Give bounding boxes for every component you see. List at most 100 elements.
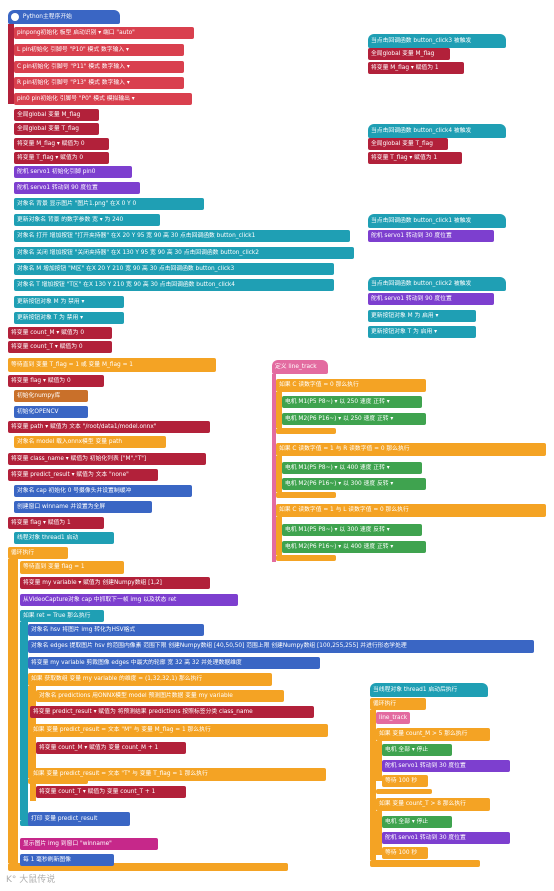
wait-until-flag-block[interactable]: 等待直到 变量 flag = 1 xyxy=(20,561,124,574)
define-line-track-hat[interactable]: 定义 line_track xyxy=(272,360,328,374)
add-open-button-block[interactable]: 对象名 打开 增加按钮 "打开夹持器" 在X 20 Y 95 宽 90 高 30… xyxy=(14,230,350,242)
block-label: 等待直到 变量 T_flag = 1 或 变量 M_flag = 1 xyxy=(11,362,133,368)
set-m-flag-block[interactable]: 将变量 M_flag ▾ 赋值为 0 xyxy=(14,138,109,150)
servo-rotate-90-block[interactable]: 舵机 servo1 转动到 90 度位置 xyxy=(368,293,494,305)
wait-100-block[interactable]: 等待 100 秒 xyxy=(382,847,428,859)
pin-init-C-block[interactable]: C pin初始化 引脚号 "P11" 模式 数字输入 ▾ xyxy=(14,61,184,73)
hat-label: 定义 line_track xyxy=(275,364,317,370)
servo-init-block[interactable]: 舵机 servo1 初始化引脚 pin0 xyxy=(14,166,132,178)
pin-init-L-block[interactable]: L pin初始化 引脚号 "P10" 模式 数字输入 ▾ xyxy=(14,44,184,56)
increment-count-m-block[interactable]: 将变量 count_M ▾ 赋值为 变量 count_M + 1 xyxy=(36,742,186,754)
block-label: 如果 获取数组 变量 my variable 的维度 = (1,32,32,1)… xyxy=(31,676,203,682)
set-t-flag-1-block[interactable]: 将变量 T_flag ▾ 赋值为 1 xyxy=(368,152,462,164)
onnx-predict-block[interactable]: 对象名 predictions 用ONNX模型 model 预测图片数据 变量 … xyxy=(36,690,284,702)
create-window-block[interactable]: 创建窗口 winname 并设置为全屏 xyxy=(14,501,152,513)
load-onnx-model-block[interactable]: 对象名 model 载入onnx模型 变量 path xyxy=(14,436,166,448)
add-t-button-block[interactable]: 对象名 T 增加按钮 "T区" 在X 130 Y 210 宽 90 高 30 点… xyxy=(14,279,334,291)
callback-click1-hat[interactable]: 当点击回调函数 button_click1 被触发 xyxy=(368,214,506,228)
set-path-block[interactable]: 将变量 path ▾ 赋值为 文本 "/root/data1/model.onn… xyxy=(8,421,210,433)
pinpong-init-block[interactable]: pinpong初始化 板型 启动识别 ▾ 端口 "auto" xyxy=(14,27,194,39)
global-t-flag-block[interactable]: 全局global 变量 T_flag xyxy=(14,123,99,135)
set-my-variable-block[interactable]: 将变量 my variable ▾ 赋值为 创建Numpy数组 [1,2] xyxy=(20,577,210,589)
servo-rotate-30-block[interactable]: 舵机 servo1 转动到 30 度位置 xyxy=(382,832,510,844)
crop-contour-block[interactable]: 将变量 my variable 剪裁图像 edges 中最大的轮廓 宽 32 高… xyxy=(28,657,320,669)
wait-until-flags-block[interactable]: 等待直到 变量 T_flag = 1 或 变量 M_flag = 1 xyxy=(8,358,216,372)
motor-all-stop-block[interactable]: 电机 全部 ▾ 停止 xyxy=(382,744,452,756)
motor-m1-reverse-300-block[interactable]: 电机 M1(P5 P8~) ▾ 以 300 速度 反转 ▾ xyxy=(282,524,422,536)
callback-click4-hat[interactable]: 当点击回调函数 button_click4 被触发 xyxy=(368,124,506,138)
wait-100-block[interactable]: 等待 100 秒 xyxy=(382,775,428,787)
motor-m1-forward-250-block[interactable]: 电机 M1(P5 P8~) ▾ 以 250 速度 正转 ▾ xyxy=(282,396,422,408)
if-predict-m-spine xyxy=(30,737,36,757)
print-predict-result-block[interactable]: 打印 变量 predict_result xyxy=(28,812,130,826)
convert-hsv-block[interactable]: 对象名 hsv 将图片 img 转化为HSV格式 xyxy=(28,624,204,636)
block-label: line_track xyxy=(379,715,408,721)
pin-init-pin0-block[interactable]: pin0 pin初始化 引脚号 "P0" 模式 模拟输出 ▾ xyxy=(14,93,192,105)
motor-m1-forward-400-block[interactable]: 电机 M1(P5 P8~) ▾ 以 400 速度 正转 ▾ xyxy=(282,462,422,474)
servo-rotate-30-block[interactable]: 舵机 servo1 转动到 30 度位置 xyxy=(382,760,510,772)
thread-forever-loop-block[interactable]: 循环执行 xyxy=(370,698,426,710)
init-numpy-block[interactable]: 初始化numpy库 xyxy=(14,390,88,402)
block-label: 舵机 servo1 转动到 30 度位置 xyxy=(385,763,466,769)
if-count-m-block[interactable]: 如果 变量 count_M > 5 那么执行 xyxy=(376,728,490,741)
callback-click3-hat[interactable]: 当点击回调函数 button_click3 被触发 xyxy=(368,34,506,48)
set-count-t-block[interactable]: 将变量 count_T ▾ 赋值为 0 xyxy=(8,341,112,353)
set-flag-1-block[interactable]: 将变量 flag ▾ 赋值为 1 xyxy=(8,517,104,529)
set-flag-0-block[interactable]: 将变量 flag ▾ 赋值为 0 xyxy=(8,375,104,387)
extract-range-block[interactable]: 对象名 edges 提取图片 hsv 的范围内像素 范围下限 创建Numpy数组… xyxy=(28,640,534,653)
if-c-0-footer xyxy=(276,428,336,434)
set-t-flag-block[interactable]: 将变量 T_flag ▾ 赋值为 0 xyxy=(14,152,109,164)
if-count-t-block[interactable]: 如果 变量 count_T > 8 那么执行 xyxy=(376,798,490,811)
set-class-name-block[interactable]: 将变量 class_name ▾ 赋值为 初始化列表 ["M","T"] xyxy=(8,453,206,465)
if-c-0-block[interactable]: 如果 C 读数字值 = 0 那么执行 xyxy=(276,379,426,392)
motor-all-stop-block[interactable]: 电机 全部 ▾ 停止 xyxy=(382,816,452,828)
forever-loop-footer xyxy=(8,863,288,871)
block-label: 对象名 M 增加按钮 "M区" 在X 20 Y 210 宽 90 高 30 点击… xyxy=(17,266,235,272)
global-m-flag-block[interactable]: 全局global 变量 M_flag xyxy=(368,48,450,60)
forever-loop-block[interactable]: 循环执行 xyxy=(8,547,68,559)
show-background-block[interactable]: 对象名 背景 显示图片 "图片1.png" 在X 0 Y 0 xyxy=(14,198,204,210)
if-c-1-r-0-block[interactable]: 如果 C 读数字值 = 1 与 R 读数字值 = 0 那么执行 xyxy=(276,443,546,456)
disable-t-button-block[interactable]: 更新按钮对象 T 为 禁用 ▾ xyxy=(14,312,124,324)
pin-init-R-block[interactable]: R pin初始化 引脚号 "P13" 模式 数字输入 ▾ xyxy=(14,77,184,89)
videocapture-read-block[interactable]: 从VideoCapture对象 cap 中抓取下一帧 img 以及状态 ret xyxy=(20,594,238,606)
motor-m2-forward-400-block[interactable]: 电机 M2(P6 P16~) ▾ 以 400 速度 正转 ▾ xyxy=(282,541,426,553)
set-count-m-block[interactable]: 将变量 count_M ▾ 赋值为 0 xyxy=(8,327,112,339)
block-label: 将变量 T_flag ▾ 赋值为 0 xyxy=(17,155,84,161)
servo-rotate-block[interactable]: 舵机 servo1 转动到 90 度位置 xyxy=(14,182,140,194)
if-predict-t-block[interactable]: 如果 变量 predict_result = 文本 "T" 与 变量 T_fla… xyxy=(30,768,326,781)
if-dimension-block[interactable]: 如果 获取数组 变量 my variable 的维度 = (1,32,32,1)… xyxy=(28,673,272,686)
global-t-flag-block[interactable]: 全局global 变量 T_flag xyxy=(368,138,448,150)
refresh-image-block[interactable]: 每 1 毫秒刷新图像 xyxy=(20,854,114,866)
block-label: 将变量 my variable 剪裁图像 edges 中最大的轮廓 宽 32 高… xyxy=(31,660,242,666)
if-predict-m-block[interactable]: 如果 变量 predict_result = 文本 "M" 与 变量 M_fla… xyxy=(30,724,328,737)
increment-count-t-block[interactable]: 将变量 count_T ▾ 赋值为 变量 count_T + 1 xyxy=(36,786,186,798)
block-label: 将变量 count_T ▾ 赋值为 0 xyxy=(11,344,83,350)
update-background-width-block[interactable]: 更新对象名 背景 的数字参数 宽 ▾ 为 240 xyxy=(14,214,160,226)
block-label: 对象名 predictions 用ONNX模型 model 预测图片数据 变量 … xyxy=(39,693,233,699)
disable-m-button-block[interactable]: 更新按钮对象 M 为 禁用 ▾ xyxy=(14,296,124,308)
motor-m2-forward-250-block[interactable]: 电机 M2(P6 P16~) ▾ 以 250 速度 正转 ▾ xyxy=(282,413,426,425)
global-m-flag-block[interactable]: 全局global 变量 M_flag xyxy=(14,109,99,121)
show-image-block[interactable]: 显示图片 img 到窗口 "winname" xyxy=(20,838,158,850)
set-m-flag-1-block[interactable]: 将变量 M_flag ▾ 赋值为 1 xyxy=(368,62,464,74)
python-main-hat-block[interactable]: Python主程序开始 xyxy=(8,10,120,24)
enable-m-button-block[interactable]: 更新按钮对象 M 为 启用 ▾ xyxy=(368,310,476,322)
thread1-start-hat[interactable]: 当线程对象 thread1 启动后执行 xyxy=(370,683,488,697)
servo-rotate-30-block[interactable]: 舵机 servo1 转动到 30 度位置 xyxy=(368,230,494,242)
call-line-track-block[interactable]: line_track xyxy=(376,712,410,724)
enable-t-button-block[interactable]: 更新按钮对象 T 为 启用 ▾ xyxy=(368,326,476,338)
block-label: 舵机 servo1 初始化引脚 pin0 xyxy=(17,169,96,175)
add-m-button-block[interactable]: 对象名 M 增加按钮 "M区" 在X 20 Y 210 宽 90 高 30 点击… xyxy=(14,263,334,275)
hat-label: 当点击回调函数 button_click3 被触发 xyxy=(371,38,472,44)
if-c-1-l-0-block[interactable]: 如果 C 读数字值 = 1 与 L 读数字值 = 0 那么执行 xyxy=(276,504,546,517)
callback-click2-hat[interactable]: 当点击回调函数 button_click2 被触发 xyxy=(368,277,506,291)
start-thread-block[interactable]: 线程对象 thread1 启动 xyxy=(14,532,114,544)
motor-m2-reverse-300-block[interactable]: 电机 M2(P6 P16~) ▾ 以 300 速度 反转 ▾ xyxy=(282,478,426,490)
init-camera-block[interactable]: 对象名 cap 初始化 0 号摄像头并设置制缓冲 xyxy=(14,485,192,497)
init-opencv-block[interactable]: 初始化OPENCV xyxy=(14,406,88,418)
if-ret-block[interactable]: 如果 ret = True 那么执行 xyxy=(20,610,104,622)
set-predict-result-classify-block[interactable]: 将变量 predict_result ▾ 赋值为 将预测结果 predictio… xyxy=(30,706,314,718)
set-predict-result-block[interactable]: 将变量 predict_result ▾ 赋值为 文本 "none" xyxy=(8,469,158,481)
add-close-button-block[interactable]: 对象名 关闭 增加按钮 "关闭夹持器" 在X 130 Y 95 宽 90 高 3… xyxy=(14,247,354,259)
